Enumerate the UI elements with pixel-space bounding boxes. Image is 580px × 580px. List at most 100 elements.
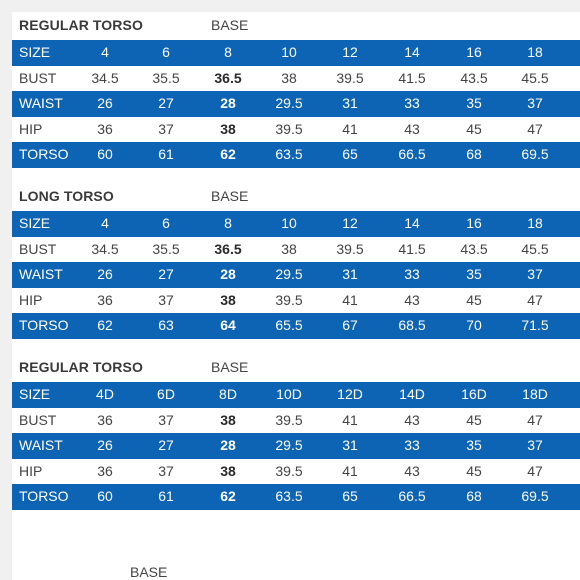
base-size-label: BASE xyxy=(211,359,249,375)
table-row-bust: BUST 34.5 35.5 36.5 38 39.5 41.5 43.5 45.5 xyxy=(12,65,580,92)
table-cell: 8 xyxy=(224,44,232,60)
table-cell: 31 xyxy=(342,95,358,112)
table-cell: 38 xyxy=(220,291,236,308)
table-cell: 35 xyxy=(466,95,482,112)
row-label: BUST xyxy=(19,240,57,257)
table-cell: 27 xyxy=(158,437,174,454)
table-cell: 31 xyxy=(342,266,358,283)
table-row-torso: TORSO 60 61 62 63.5 65 66.5 68 69.5 xyxy=(12,484,580,510)
table-cell: 61 xyxy=(158,146,174,163)
table-cell: 41 xyxy=(342,291,358,308)
table-cell: 43 xyxy=(404,462,420,479)
table-cell: 8 xyxy=(224,215,232,231)
table-cell: 45 xyxy=(466,291,482,308)
footer-base-label: BASE xyxy=(130,564,168,580)
table-row-hip: HIP 36 37 38 39.5 41 43 45 47 xyxy=(12,287,580,314)
table-cell: 16 xyxy=(466,44,482,60)
table-cell: 70 xyxy=(466,317,482,334)
table-cell: 45.5 xyxy=(521,240,549,257)
row-label: TORSO xyxy=(19,488,69,505)
table-cell: 63.5 xyxy=(275,488,303,505)
table-cell: 18D xyxy=(522,386,548,402)
table-cell: 66.5 xyxy=(398,488,426,505)
table-cell: 71.5 xyxy=(521,317,549,334)
table-cell: 39.5 xyxy=(275,291,303,308)
table-cell: 37 xyxy=(527,95,543,112)
row-label: HIP xyxy=(19,120,43,137)
table-cell: 29.5 xyxy=(275,437,303,454)
table-cell: 6 xyxy=(162,44,170,60)
table-cell: 38 xyxy=(220,411,236,428)
row-label: TORSO xyxy=(19,317,69,334)
table-cell: 10 xyxy=(281,44,297,60)
table-cell: 41 xyxy=(342,462,358,479)
table-cell: 38 xyxy=(281,240,297,257)
table-cell: 66.5 xyxy=(398,146,426,163)
table-cell: 38 xyxy=(220,462,236,479)
table-cell: 36 xyxy=(97,462,113,479)
table-cell: 69.5 xyxy=(521,488,549,505)
table-cell: 60 xyxy=(97,488,113,505)
size-section: REGULAR TORSO BASE SIZE 4D 6D 8D 10D 12D 14D 16D 1… xyxy=(12,354,580,510)
table-cell: 41.5 xyxy=(398,69,426,86)
table-cell: 36 xyxy=(97,291,113,308)
table-cell: 43 xyxy=(404,120,420,137)
table-cell: 63 xyxy=(158,317,174,334)
table-cell: 47 xyxy=(527,291,543,308)
row-label: SIZE xyxy=(19,215,51,231)
table-cell: 36.5 xyxy=(214,69,242,86)
row-label: WAIST xyxy=(19,266,63,283)
table-cell: 43.5 xyxy=(460,69,488,86)
section-title: REGULAR TORSO xyxy=(19,359,143,375)
table-row-waist: WAIST 26 27 28 29.5 31 33 35 37 xyxy=(12,91,580,117)
table-cell: 18 xyxy=(527,44,543,60)
section-header: REGULAR TORSO BASE xyxy=(12,354,580,382)
table-cell: 6D xyxy=(157,386,175,402)
table-cell: 27 xyxy=(158,266,174,283)
table-cell: 36 xyxy=(97,411,113,428)
table-cell: 26 xyxy=(97,266,113,283)
table-cell: 38 xyxy=(220,120,236,137)
table-cell: 65.5 xyxy=(275,317,303,334)
table-cell: 45 xyxy=(466,462,482,479)
table-cell: 67 xyxy=(342,317,358,334)
table-cell: 36 xyxy=(97,120,113,137)
row-label: WAIST xyxy=(19,95,63,112)
size-section: LONG TORSO BASE SIZE 4 6 8 10 12 14 16 18 BUST 34.5 3… xyxy=(12,183,580,339)
section-title: REGULAR TORSO xyxy=(19,17,143,33)
table-row-bust: BUST 34.5 35.5 36.5 38 39.5 41.5 43.5 45.5 xyxy=(12,236,580,263)
table-cell: 37 xyxy=(158,462,174,479)
base-size-label: BASE xyxy=(211,17,249,33)
table-cell: 60 xyxy=(97,146,113,163)
table-cell: 62 xyxy=(220,488,236,505)
table-cell: 26 xyxy=(97,95,113,112)
size-section: REGULAR TORSO BASE SIZE 4 6 8 10 12 14 16 18 BUST 34… xyxy=(12,12,580,168)
table-row-size: SIZE 4D 6D 8D 10D 12D 14D 16D 18D xyxy=(12,382,580,408)
table-row-torso: TORSO 62 63 64 65.5 67 68.5 70 71.5 xyxy=(12,313,580,339)
table-row-waist: WAIST 26 27 28 29.5 31 33 35 37 xyxy=(12,262,580,288)
table-cell: 68 xyxy=(466,146,482,163)
table-cell: 37 xyxy=(158,411,174,428)
section-header: REGULAR TORSO BASE xyxy=(12,12,580,40)
section-title: LONG TORSO xyxy=(19,188,114,204)
table-cell: 16 xyxy=(466,215,482,231)
table-cell: 62 xyxy=(220,146,236,163)
table-cell: 12 xyxy=(342,44,358,60)
table-cell: 18 xyxy=(527,215,543,231)
table-cell: 8D xyxy=(219,386,237,402)
table-cell: 65 xyxy=(342,488,358,505)
table-cell: 37 xyxy=(527,266,543,283)
table-cell: 16D xyxy=(461,386,487,402)
table-cell: 12D xyxy=(337,386,363,402)
table-cell: 10 xyxy=(281,215,297,231)
table-cell: 45 xyxy=(466,411,482,428)
table-cell: 6 xyxy=(162,215,170,231)
table-cell: 68 xyxy=(466,488,482,505)
table-row-bust: BUST 36 37 38 39.5 41 43 45 47 xyxy=(12,407,580,434)
table-cell: 43 xyxy=(404,291,420,308)
table-cell: 36.5 xyxy=(214,240,242,257)
table-cell: 14D xyxy=(399,386,425,402)
table-cell: 28 xyxy=(220,95,236,112)
row-label: SIZE xyxy=(19,386,51,402)
table-cell: 29.5 xyxy=(275,266,303,283)
